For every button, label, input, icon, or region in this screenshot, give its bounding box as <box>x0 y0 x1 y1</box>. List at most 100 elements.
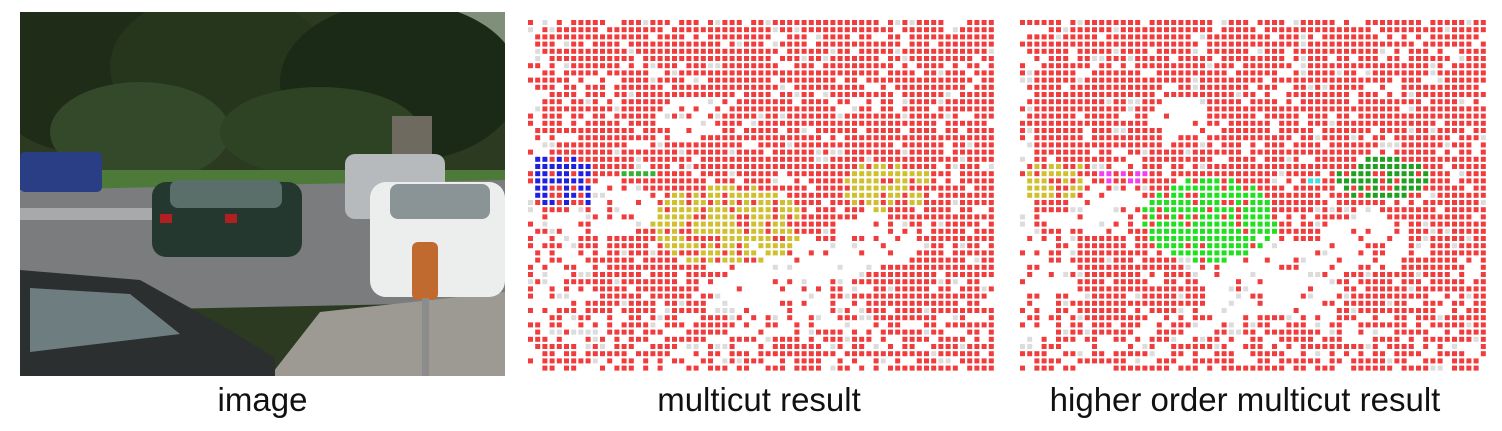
segment-dot <box>628 20 634 25</box>
segment-dot <box>830 200 836 205</box>
segment-dot <box>758 63 764 69</box>
segment-dot <box>1401 293 1407 299</box>
segment-dot <box>600 92 605 97</box>
segment-dot <box>1113 56 1119 61</box>
segment-dot <box>1358 358 1364 364</box>
segment-dot <box>528 120 533 126</box>
segment-dot <box>1257 120 1263 126</box>
segment-dot <box>1401 84 1407 90</box>
segment-dot <box>1228 99 1234 105</box>
segment-dot <box>715 344 721 349</box>
segment-dot <box>974 164 980 169</box>
segment-dot <box>1149 56 1155 61</box>
segment-dot <box>1336 156 1342 162</box>
segment-dot <box>794 56 800 61</box>
segment-dot <box>614 128 620 133</box>
segment-dot <box>1236 99 1241 105</box>
segment-dot <box>1423 135 1429 141</box>
segment-dot <box>837 56 843 61</box>
segment-dot <box>1401 185 1407 191</box>
segment-dot <box>628 128 634 133</box>
segment-dot <box>772 200 778 205</box>
segment-dot <box>1092 41 1097 47</box>
segment-dot <box>1077 41 1083 47</box>
segment-dot <box>693 27 699 33</box>
segment-dot <box>931 113 937 119</box>
segment-dot <box>1329 99 1335 105</box>
segment-dot <box>1401 365 1407 371</box>
segment-dot <box>1142 365 1148 371</box>
segment-dot <box>549 207 555 213</box>
segment-dot <box>1430 365 1436 371</box>
segment-dot <box>938 257 944 263</box>
segment-dot <box>657 250 663 256</box>
segment-dot <box>772 279 778 285</box>
segment-dot <box>643 336 649 342</box>
segment-dot <box>1178 207 1184 213</box>
segment-dot <box>808 322 814 328</box>
segment-dot <box>1221 221 1227 227</box>
segment-dot <box>693 250 699 256</box>
segment-dot <box>1430 315 1436 321</box>
segment-dot <box>823 48 829 54</box>
segment-dot <box>1329 63 1335 69</box>
segment-dot <box>1034 142 1040 148</box>
segment-dot <box>1228 300 1234 306</box>
segment-dot <box>556 142 562 148</box>
segment-dot <box>967 236 973 241</box>
segment-dot <box>938 214 944 220</box>
segment-dot <box>808 27 814 33</box>
segment-dot <box>1178 257 1184 263</box>
segment-dot <box>1480 156 1486 162</box>
segment-dot <box>1120 84 1126 90</box>
segment-dot <box>1264 228 1270 234</box>
segment-dot <box>816 200 821 205</box>
segment-dot <box>1164 27 1169 33</box>
segment-dot <box>657 128 663 133</box>
segment-dot <box>1077 156 1083 162</box>
segment-dot <box>823 192 829 198</box>
segment-dot <box>657 84 663 90</box>
segment-dot <box>938 156 944 162</box>
segment-dot <box>1452 365 1457 371</box>
segment-dot <box>1164 365 1169 371</box>
segment-dot <box>1113 77 1119 83</box>
segment-dot <box>758 84 764 90</box>
segment-dot <box>686 156 692 162</box>
segment-dot <box>1257 365 1263 371</box>
segment-dot <box>866 315 872 321</box>
segment-dot <box>1084 164 1090 169</box>
segment-dot <box>1423 41 1429 47</box>
segment-dot <box>1272 70 1277 76</box>
segment-dot <box>1351 185 1357 191</box>
segment-dot <box>751 27 757 33</box>
segment-dot <box>1408 286 1414 292</box>
segment-dot <box>1286 164 1292 169</box>
segment-dot <box>873 20 879 25</box>
segment-dot <box>866 113 872 119</box>
segment-dot <box>1329 156 1335 162</box>
segment-dot <box>780 221 785 227</box>
segment-dot <box>1149 27 1155 33</box>
segment-dot <box>621 351 627 357</box>
segment-dot <box>1351 149 1357 155</box>
segment-dot <box>967 149 973 155</box>
segment-dot <box>571 178 577 184</box>
segment-dot <box>1221 358 1227 364</box>
segment-dot <box>931 164 937 169</box>
segment-dot <box>938 243 944 249</box>
segment-dot <box>1243 92 1249 97</box>
segment-dot <box>981 142 987 148</box>
segment-dot <box>744 214 749 220</box>
segment-dot <box>700 264 706 270</box>
segment-dot <box>1128 264 1133 270</box>
segment-dot <box>758 113 764 119</box>
segment-dot <box>873 200 879 205</box>
segment-dot <box>700 27 706 33</box>
segment-dot <box>780 164 785 169</box>
segment-dot <box>902 344 908 349</box>
segment-dot <box>736 99 742 105</box>
segment-dot <box>1113 99 1119 105</box>
segment-dot <box>1185 20 1191 25</box>
segment-dot <box>880 164 886 169</box>
